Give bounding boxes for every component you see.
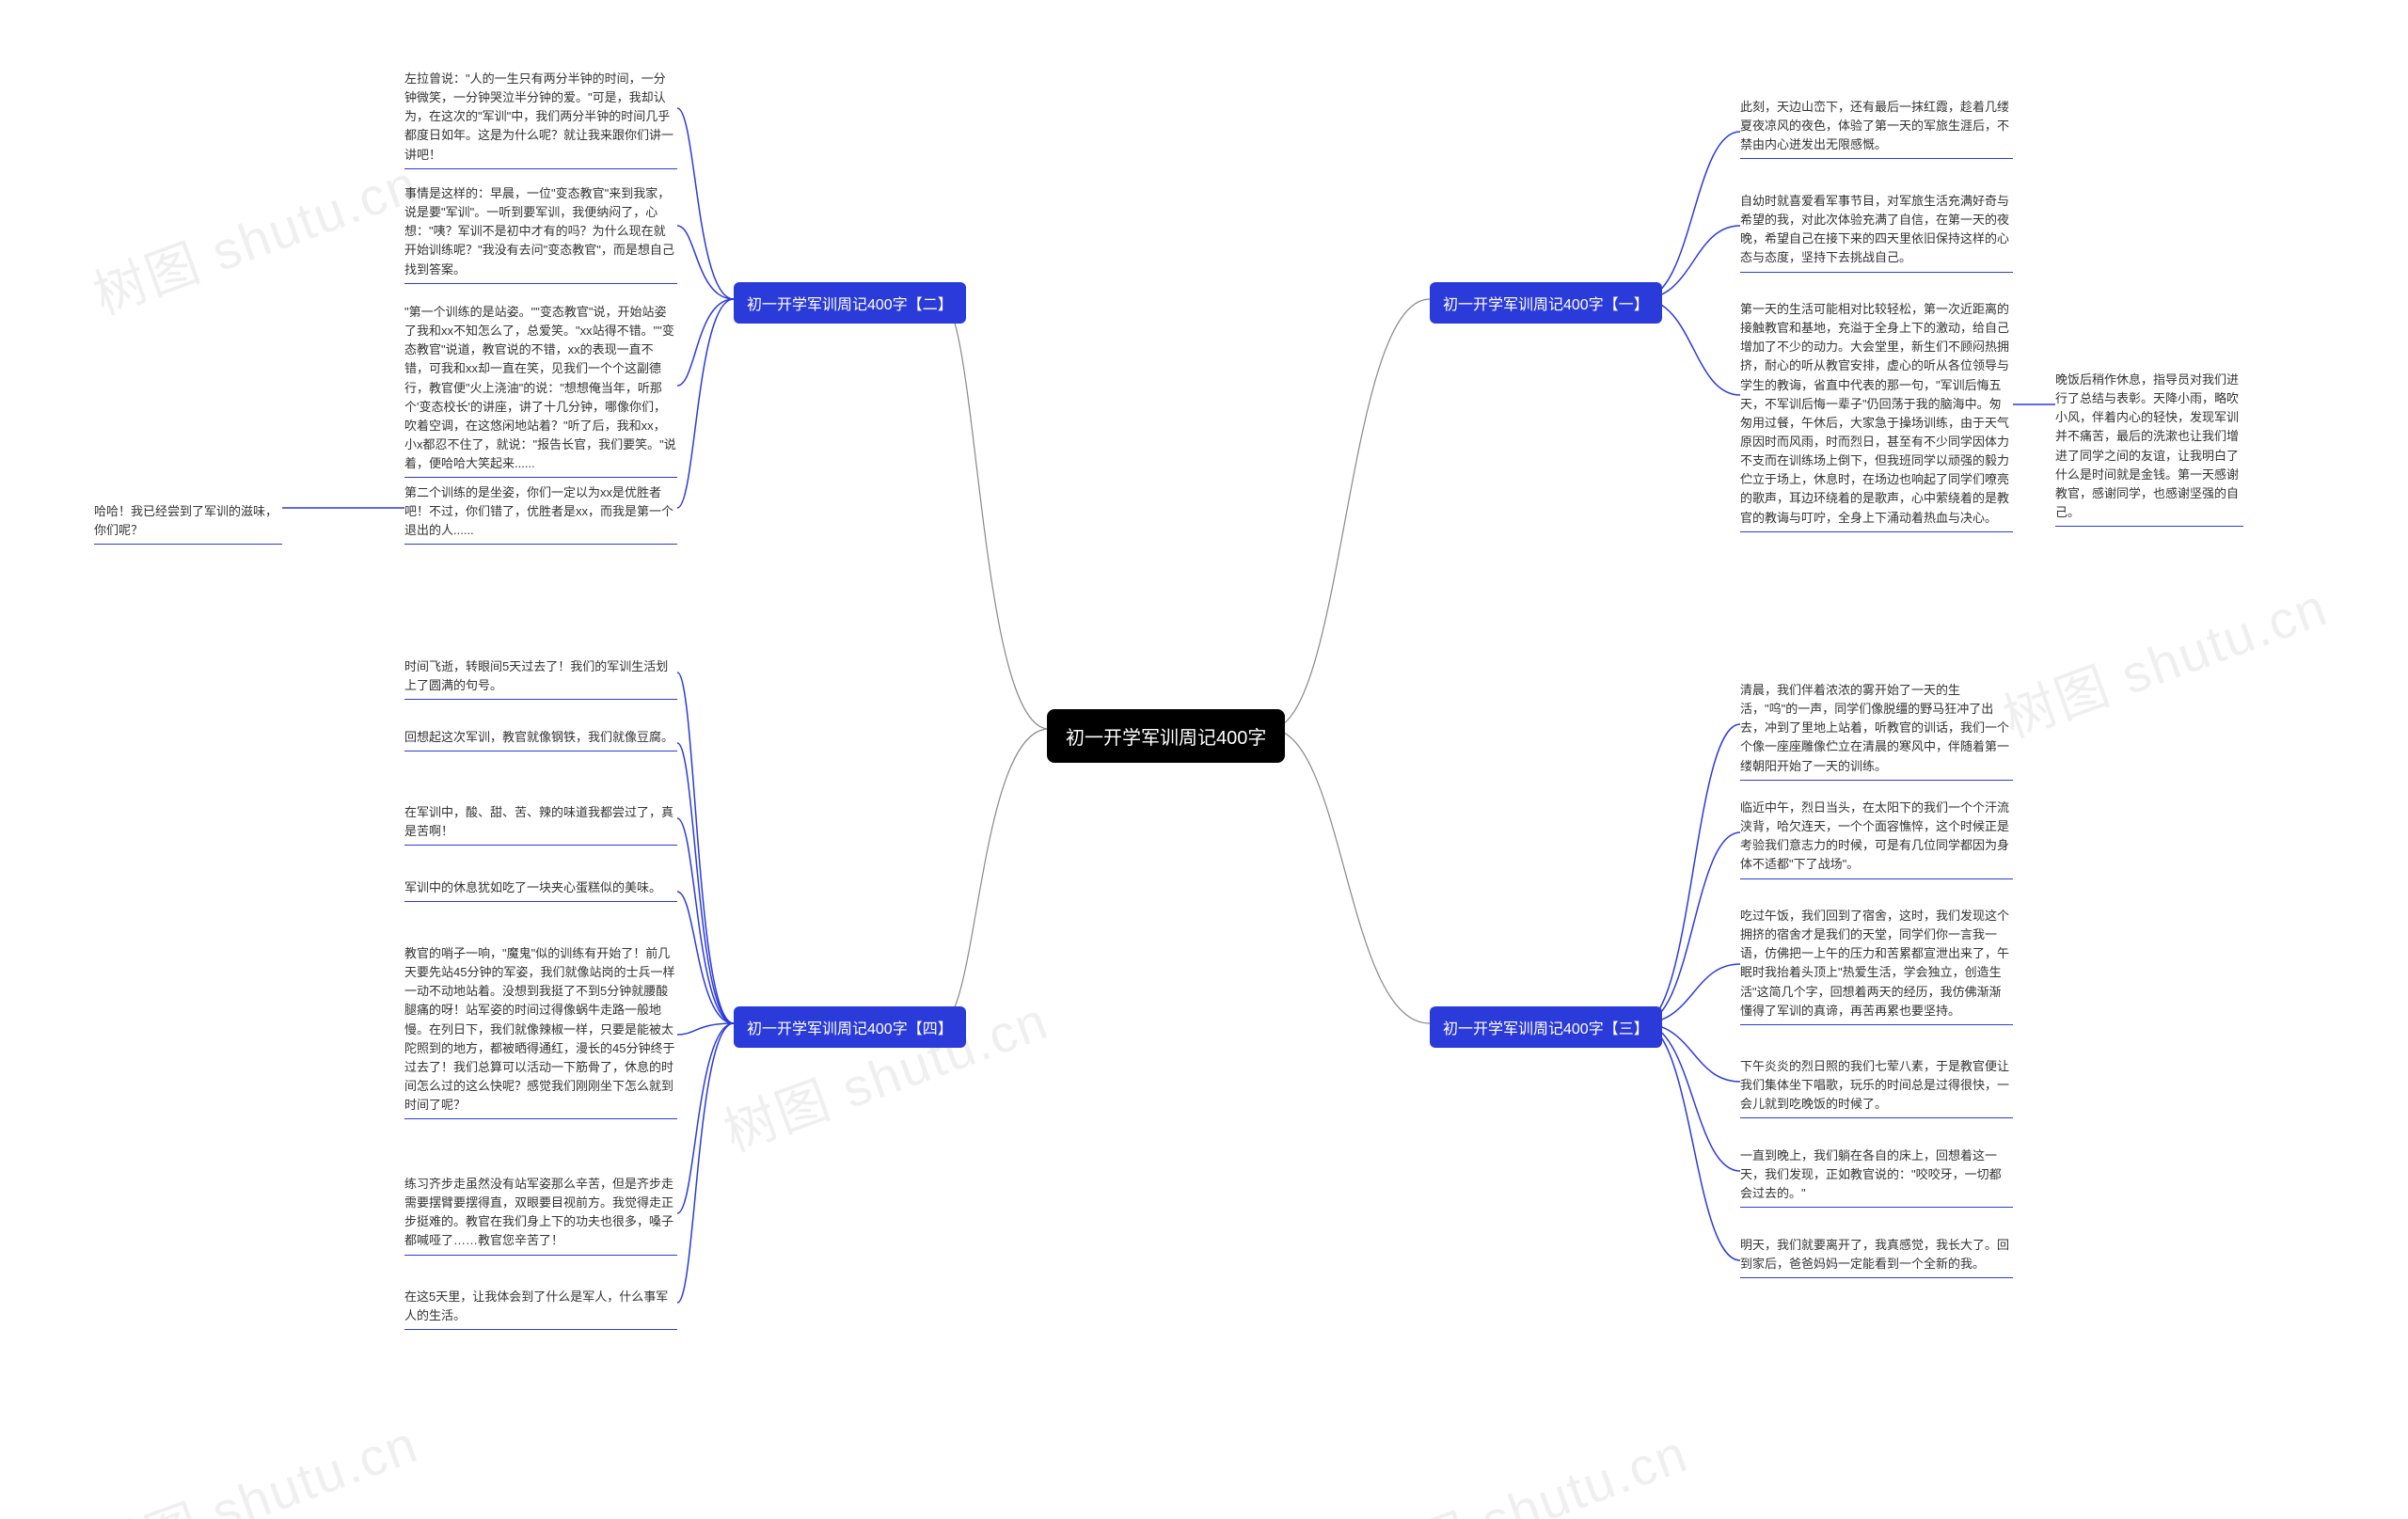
leaf-node[interactable]: 哈哈！我已经尝到了军训的滋味，你们呢？ bbox=[94, 498, 282, 545]
branch-node-2[interactable]: 初一开学军训周记400字【二】 bbox=[734, 282, 966, 324]
leaf-node[interactable]: 练习齐步走虽然没有站军姿那么辛苦，但是齐步走需要摆臂要摆得直，双眼要目视前方。我… bbox=[404, 1171, 677, 1256]
leaf-node[interactable]: 临近中午，烈日当头，在太阳下的我们一个个汗流浃背，哈欠连天，一个个面容憔悴，这个… bbox=[1740, 795, 2013, 879]
branch-node-4[interactable]: 初一开学军训周记400字【四】 bbox=[734, 1006, 966, 1048]
leaf-node[interactable]: "第一个训练的是站姿。""变态教官"说，开始站姿了我和xx不知怎么了，总爱笑。"… bbox=[404, 299, 677, 478]
leaf-node[interactable]: 在这5天里，让我体会到了什么是军人，什么事军人的生活。 bbox=[404, 1284, 677, 1330]
leaf-node[interactable]: 一直到晚上，我们躺在各自的床上，回想着这一天，我们发现，正如教官说的："咬咬牙，… bbox=[1740, 1143, 2013, 1208]
leaf-node[interactable]: 回想起这次军训，教官就像钢铁，我们就像豆腐。 bbox=[404, 724, 677, 752]
leaf-node[interactable]: 明天，我们就要离开了，我真感觉，我长大了。回到家后，爸爸妈妈一定能看到一个全新的… bbox=[1740, 1232, 2013, 1278]
watermark: 树图 shutu.cn bbox=[82, 142, 427, 330]
leaf-node[interactable]: 自幼时就喜爱看军事节目，对军旅生活充满好奇与希望的我，对此次体验充满了自信，在第… bbox=[1740, 188, 2013, 273]
leaf-node[interactable]: 晚饭后稍作休息，指导员对我们进行了总结与表彰。天降小雨，略吹小风，伴着内心的轻快… bbox=[2055, 367, 2243, 527]
leaf-node[interactable]: 军训中的休息犹如吃了一块夹心蛋糕似的美味。 bbox=[404, 875, 677, 902]
leaf-node[interactable]: 在军训中，酸、甜、苦、辣的味道我都尝过了，真是苦啊！ bbox=[404, 799, 677, 846]
branch-node-1[interactable]: 初一开学军训周记400字【一】 bbox=[1430, 282, 1662, 324]
leaf-node[interactable]: 下午炎炎的烈日照的我们七荤八素，于是教官便让我们集体坐下唱歌，玩乐的时间总是过得… bbox=[1740, 1053, 2013, 1118]
leaf-node[interactable]: 此刻，天边山峦下，还有最后一抹红霞，趁着几缕夏夜凉风的夜色，体验了第一天的军旅生… bbox=[1740, 94, 2013, 159]
leaf-node[interactable]: 第一天的生活可能相对比较轻松，第一次近距离的接触教官和基地，充溢于全身上下的激动… bbox=[1740, 296, 2013, 532]
leaf-node[interactable]: 时间飞逝，转眼间5天过去了！我们的军训生活划上了圆满的句号。 bbox=[404, 654, 677, 700]
watermark: 树图 shutu.cn bbox=[82, 1402, 427, 1519]
leaf-node[interactable]: 吃过午饭，我们回到了宿舍，这时，我们发现这个拥挤的宿舍才是我们的天堂，同学们你一… bbox=[1740, 903, 2013, 1025]
leaf-node[interactable]: 第二个训练的是坐姿，你们一定以为xx是优胜者吧！不过，你们错了，优胜者是xx，而… bbox=[404, 480, 677, 545]
leaf-node[interactable]: 事情是这样的：早晨，一位"变态教官"来到我家，说是要"军训"。一听到要军训，我便… bbox=[404, 181, 677, 284]
leaf-node[interactable]: 教官的哨子一响，"魔鬼"似的训练有开始了！前几天要先站45分钟的军姿，我们就像站… bbox=[404, 941, 677, 1119]
leaf-node[interactable]: 清晨，我们伴着浓浓的雾开始了一天的生活，"呜"的一声，同学们像脱缰的野马狂冲了出… bbox=[1740, 677, 2013, 781]
watermark: 树图 shutu.cn bbox=[1352, 1412, 1697, 1519]
watermark: 树图 shutu.cn bbox=[1991, 565, 2337, 753]
leaf-node[interactable]: 左拉曾说："人的一生只有两分半钟的时间，一分钟微笑，一分钟哭泣半分钟的爱。"可是… bbox=[404, 66, 677, 169]
mindmap-root[interactable]: 初一开学军训周记400字 bbox=[1047, 709, 1285, 763]
branch-node-3[interactable]: 初一开学军训周记400字【三】 bbox=[1430, 1006, 1662, 1048]
